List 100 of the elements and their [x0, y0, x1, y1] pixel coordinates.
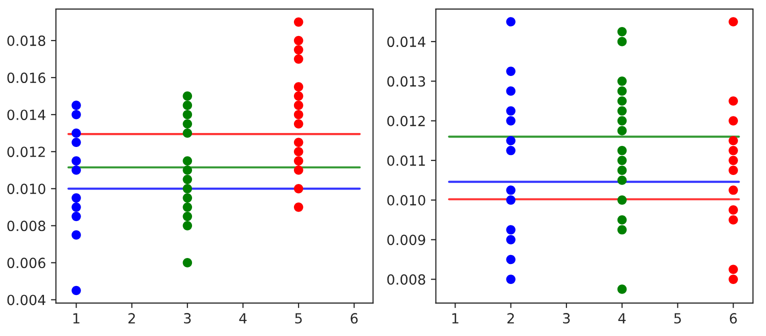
point	[182, 202, 192, 212]
point	[72, 156, 81, 166]
y-tick-label: 0.004	[7, 294, 46, 306]
point	[182, 156, 192, 166]
point	[72, 110, 81, 120]
point	[182, 110, 192, 120]
point	[294, 36, 304, 46]
point	[294, 110, 304, 120]
point	[506, 17, 516, 26]
point	[182, 165, 192, 175]
point	[182, 100, 192, 110]
point	[294, 138, 304, 148]
x-tick-label: 4	[618, 313, 626, 324]
y-tick-label: 0.014	[7, 110, 46, 120]
x-tick-label: 6	[350, 313, 358, 324]
y-tick-label: 0.016	[7, 72, 46, 84]
point	[182, 174, 192, 184]
y-tick-label: 0.008	[7, 220, 46, 232]
y-tick-label: 0.006	[7, 258, 46, 268]
point	[506, 136, 516, 146]
x-tick-label: 5	[295, 313, 302, 324]
point	[506, 86, 516, 96]
point	[294, 184, 304, 194]
point	[294, 54, 304, 64]
point	[182, 221, 192, 230]
point	[294, 91, 304, 101]
point	[506, 106, 516, 116]
x-tick-label: 4	[239, 313, 247, 324]
point	[617, 284, 627, 294]
point	[728, 264, 738, 274]
point	[617, 126, 627, 136]
x-tick-label: 2	[128, 313, 135, 324]
point	[617, 116, 627, 126]
x-tick-label: 1	[452, 313, 458, 324]
x-tick-label: 3	[184, 313, 191, 324]
point	[72, 230, 81, 240]
point	[728, 205, 738, 215]
point	[72, 100, 81, 110]
y-tick-label: 0.013	[387, 76, 426, 87]
point	[617, 36, 627, 46]
point	[617, 156, 627, 166]
point	[72, 165, 81, 175]
y-tick-label: 0.011	[387, 155, 425, 166]
point	[617, 146, 627, 156]
y-tick-label: 0.008	[387, 274, 426, 285]
point	[617, 106, 627, 116]
point	[294, 17, 304, 27]
x-tick-label: 1	[73, 313, 80, 324]
point	[728, 136, 738, 146]
point	[294, 45, 304, 54]
point	[72, 286, 81, 296]
point	[506, 254, 516, 264]
point	[506, 66, 516, 76]
y-tick-label: 0.010	[387, 195, 426, 206]
x-tick-label: 3	[563, 313, 570, 324]
y-tick-label: 0.009	[387, 234, 426, 246]
point	[617, 86, 627, 96]
point	[294, 202, 304, 212]
point	[617, 215, 627, 225]
point	[728, 215, 738, 225]
point	[728, 96, 738, 106]
point	[617, 225, 627, 234]
point	[506, 116, 516, 126]
point	[728, 185, 738, 195]
point	[182, 91, 192, 101]
point	[617, 96, 627, 106]
point	[506, 185, 516, 195]
point	[728, 274, 738, 284]
point	[72, 193, 81, 203]
point	[728, 17, 738, 26]
point	[182, 184, 192, 194]
y-tick-label: 0.012	[387, 116, 425, 126]
point	[728, 146, 738, 156]
point	[182, 119, 192, 129]
point	[294, 119, 304, 129]
point	[182, 212, 192, 222]
point	[728, 166, 738, 175]
x-tick-label: 5	[674, 313, 681, 324]
point	[294, 165, 304, 175]
y-tick-label: 0.014	[387, 36, 426, 48]
point	[506, 146, 516, 156]
point	[617, 195, 627, 205]
point	[182, 128, 192, 138]
x-tick-label: 2	[507, 313, 514, 324]
point	[728, 156, 738, 166]
point	[506, 225, 516, 234]
point	[506, 274, 516, 284]
point	[72, 202, 81, 212]
point	[617, 176, 627, 185]
point	[506, 195, 516, 205]
point	[506, 235, 516, 244]
point	[728, 116, 738, 126]
point	[617, 76, 627, 86]
point	[294, 82, 304, 92]
point	[294, 146, 304, 156]
point	[72, 138, 81, 148]
y-tick-label: 0.010	[7, 184, 46, 194]
point	[617, 166, 627, 175]
x-tick-label: 6	[730, 313, 737, 324]
point	[182, 193, 192, 203]
